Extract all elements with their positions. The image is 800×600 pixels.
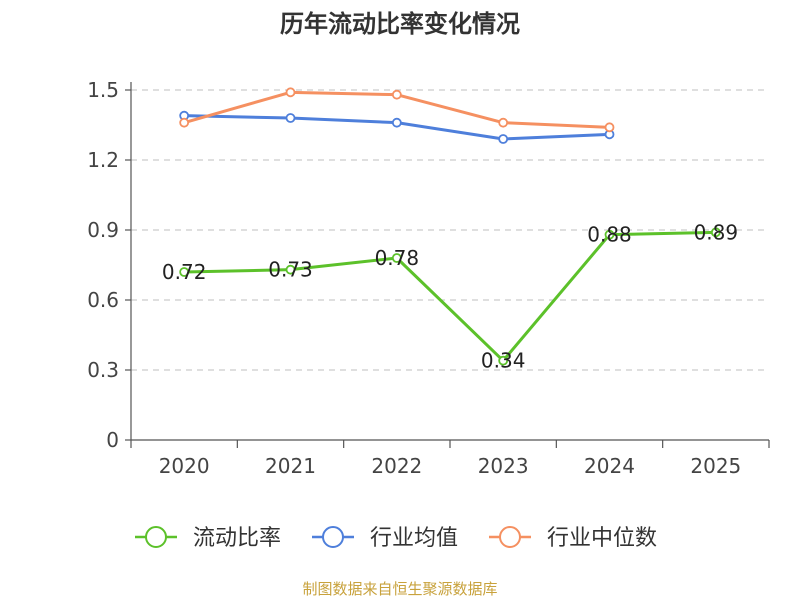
- data-point: [285, 87, 296, 98]
- data-point: [179, 267, 190, 277]
- legend-label: 行业均值: [370, 526, 458, 551]
- legend-label: 流动比率: [193, 526, 281, 551]
- legend-item-2[interactable]: 行业中位数: [489, 526, 657, 551]
- data-point: [498, 134, 509, 144]
- axis-layer: 0 0.3 0.6 0.9 1.2 1.5 2020 2021 2022 2023 2024 2025: [87, 78, 770, 478]
- data-point: [391, 253, 402, 263]
- data-point: [498, 117, 509, 128]
- data-point: [179, 117, 190, 128]
- legend: 流动比率 行业均值 行业中位数: [135, 526, 657, 551]
- data-label: 0.73: [268, 258, 313, 282]
- x-tick-label: 2021: [265, 454, 316, 478]
- data-point: [604, 229, 615, 240]
- data-label: 0.34: [481, 349, 526, 373]
- data-point: [285, 113, 296, 123]
- data-point: [710, 227, 721, 238]
- series-line-0: [182, 230, 718, 363]
- data-label: 0.88: [587, 223, 632, 247]
- x-tick-label: 2020: [159, 454, 210, 478]
- y-tick-label: 1.2: [87, 148, 119, 172]
- data-label: 0.78: [375, 246, 420, 270]
- y-tick-label: 0.6: [87, 288, 119, 312]
- data-point: [604, 122, 615, 133]
- x-tick-label: 2025: [690, 454, 741, 478]
- data-point: [391, 89, 402, 100]
- grid-layer: [131, 89, 769, 371]
- legend-label: 行业中位数: [547, 526, 657, 551]
- x-tick-label: 2024: [584, 454, 635, 478]
- data-label: 0.89: [694, 220, 739, 244]
- data-point: [285, 264, 296, 275]
- data-label-layer: 0.72 0.73 0.78 0.34 0.88 0.89: [162, 220, 738, 372]
- legend-marker-icon: [499, 526, 521, 548]
- y-tick-label: 0: [106, 428, 119, 452]
- series-layer: [179, 87, 721, 366]
- legend-item-0[interactable]: 流动比率: [135, 526, 281, 551]
- x-tick-label: 2023: [478, 454, 529, 478]
- legend-marker-icon: [322, 526, 344, 548]
- chart-title: 历年流动比率变化情况: [280, 10, 520, 38]
- legend-marker-icon: [145, 526, 167, 548]
- y-tick-label: 0.9: [87, 218, 119, 242]
- data-label: 0.72: [162, 260, 207, 284]
- y-tick-label: 1.5: [87, 78, 119, 102]
- y-tick-label: 0.3: [87, 358, 119, 382]
- legend-item-1[interactable]: 行业均值: [312, 526, 458, 551]
- x-tick-label: 2022: [371, 454, 422, 478]
- data-point: [498, 355, 509, 366]
- source-note: 制图数据来自恒生聚源数据库: [302, 580, 497, 598]
- data-point: [391, 117, 402, 128]
